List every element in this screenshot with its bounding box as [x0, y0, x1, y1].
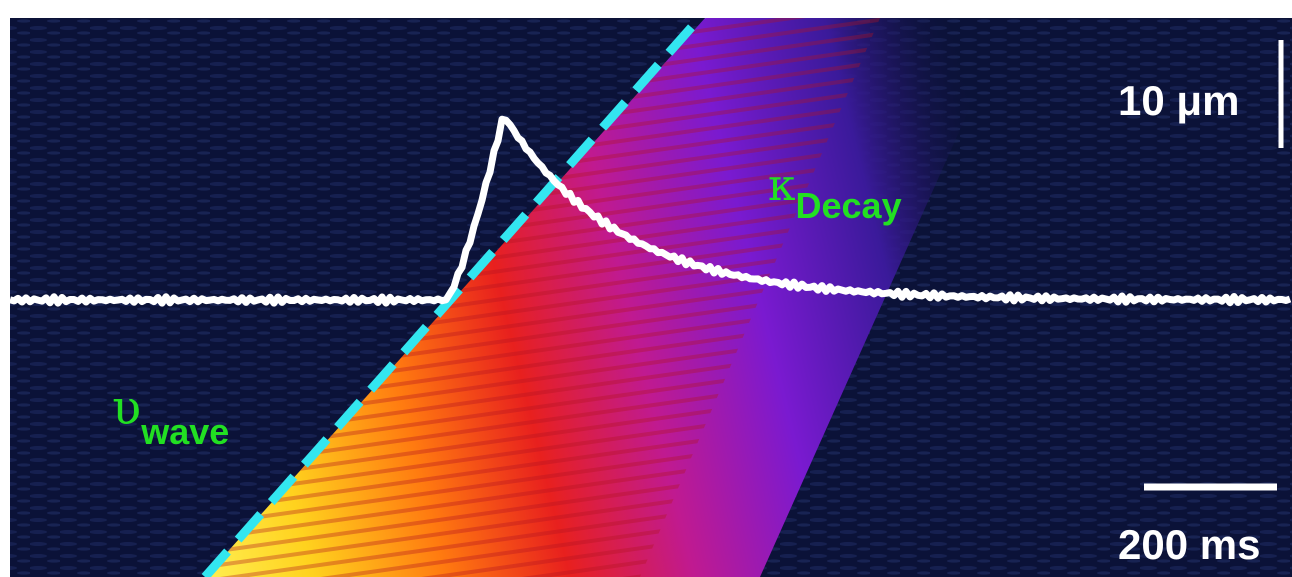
vertical-scale-label: 10 μm — [1118, 77, 1240, 124]
intensity-trace — [10, 115, 1292, 307]
wave-subscript: wave — [141, 411, 230, 452]
calcium-wave-stripes — [205, 18, 880, 577]
decay-subscript: Decay — [795, 185, 902, 226]
decay-rate-label: κDecay — [768, 164, 902, 224]
fit-line — [201, 18, 706, 577]
kappa-symbol: κ — [768, 160, 796, 211]
wave-velocity-label: υwave — [112, 384, 229, 450]
horizontal-scale-label: 200 ms — [1118, 521, 1261, 568]
upsilon-symbol: υ — [112, 380, 142, 436]
